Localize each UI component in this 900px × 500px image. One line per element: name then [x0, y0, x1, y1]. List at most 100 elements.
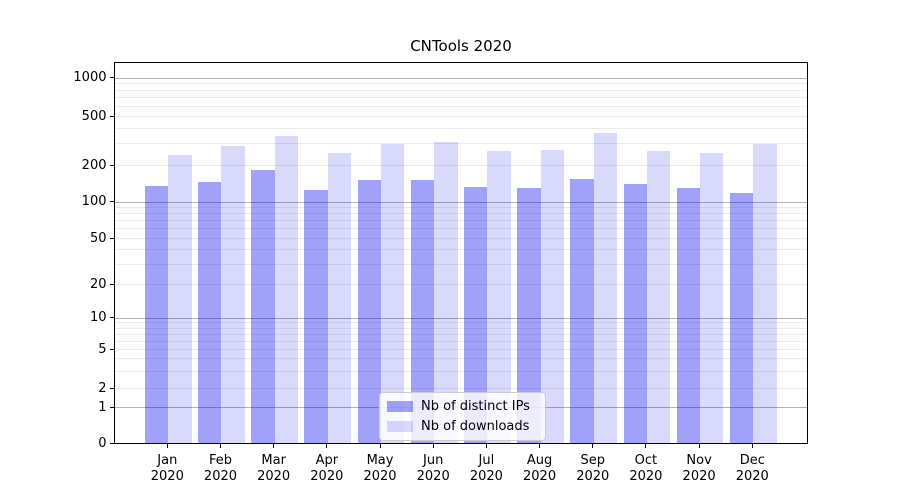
bar-distinct-ips — [623, 184, 647, 444]
bar-distinct-ips — [304, 189, 328, 444]
x-tick — [326, 444, 328, 448]
bar-downloads — [381, 143, 405, 444]
bar-distinct-ips — [144, 185, 169, 444]
plot-area: Nb of distinct IPs Nb of downloads — [114, 62, 808, 444]
minor-gridline — [115, 127, 807, 129]
y-tick-label: 1000 — [73, 70, 107, 85]
minor-gridline — [115, 358, 807, 360]
y-tick — [109, 443, 114, 445]
minor-gridline — [115, 238, 807, 239]
bar-distinct-ips — [463, 187, 488, 444]
y-tick — [109, 201, 114, 202]
minor-gridline — [115, 263, 807, 265]
legend-swatch — [387, 421, 413, 432]
x-tick-label: Aug 2020 — [523, 453, 557, 484]
bar-distinct-ips — [517, 188, 541, 444]
minor-gridline — [115, 284, 807, 285]
y-tick-label: 10 — [89, 310, 107, 325]
legend-item: Nb of distinct IPs — [387, 399, 537, 414]
legend: Nb of distinct IPs Nb of downloads — [379, 392, 546, 441]
minor-gridline — [115, 89, 807, 91]
x-tick — [698, 444, 700, 448]
minor-gridline — [115, 322, 807, 324]
x-tick — [273, 444, 275, 448]
bar-distinct-ips — [198, 182, 222, 444]
bar-downloads — [540, 149, 564, 444]
legend-swatch — [387, 401, 413, 412]
minor-gridline — [115, 340, 807, 342]
legend-label: Nb of downloads — [421, 419, 530, 434]
bar-downloads — [646, 151, 671, 444]
y-tick — [109, 348, 114, 350]
y-tick — [109, 406, 114, 408]
bar-downloads — [221, 145, 245, 444]
y-tick-label: 1 — [98, 399, 107, 415]
x-tick-label: Oct 2020 — [629, 453, 663, 484]
x-tick — [485, 444, 487, 448]
major-gridline — [115, 201, 807, 203]
minor-gridline — [115, 349, 807, 350]
y-tick — [109, 77, 114, 78]
minor-gridline — [115, 228, 807, 230]
bar-distinct-ips — [570, 179, 594, 444]
bar-downloads — [434, 141, 458, 444]
bar-distinct-ips — [357, 180, 381, 444]
bar-downloads — [327, 153, 352, 444]
minor-gridline — [115, 249, 807, 251]
y-tick — [109, 115, 114, 117]
x-tick — [751, 444, 753, 448]
bar-distinct-ips — [676, 187, 701, 444]
bar-downloads — [487, 150, 511, 444]
minor-gridline — [115, 165, 807, 166]
y-tick — [109, 164, 114, 166]
minor-gridline — [115, 105, 807, 107]
x-tick — [645, 444, 647, 448]
x-tick-label: Jan 2020 — [150, 453, 184, 484]
y-tick — [109, 387, 114, 389]
minor-gridline — [115, 327, 807, 329]
minor-gridline — [115, 116, 807, 117]
x-tick — [379, 444, 381, 448]
x-tick-label: Dec 2020 — [735, 453, 769, 484]
y-tick-label: 50 — [89, 230, 107, 246]
minor-gridline — [115, 213, 807, 215]
minor-gridline — [115, 207, 807, 209]
minor-gridline — [115, 143, 807, 145]
x-tick — [539, 444, 541, 448]
y-tick-label: 5 — [98, 341, 107, 357]
x-tick — [166, 444, 168, 448]
x-tick — [219, 444, 221, 448]
bar-distinct-ips — [251, 170, 275, 444]
y-tick-label: 200 — [81, 157, 107, 173]
bar-downloads — [700, 153, 724, 444]
bar-downloads — [274, 135, 299, 444]
minor-gridline — [115, 388, 807, 389]
legend-label: Nb of distinct IPs — [421, 399, 530, 414]
x-tick-label: Jul 2020 — [469, 453, 503, 484]
major-gridline — [115, 317, 807, 319]
major-gridline — [115, 77, 807, 79]
bar-downloads — [168, 154, 192, 444]
y-tick-label: 100 — [81, 194, 107, 209]
chart-title: CNTools 2020 — [410, 37, 512, 55]
x-tick-label: Nov 2020 — [682, 453, 716, 484]
minor-gridline — [115, 333, 807, 335]
x-tick-label: Feb 2020 — [203, 453, 238, 484]
x-tick-label: Mar 2020 — [257, 453, 291, 484]
y-tick-label: 2 — [98, 380, 107, 396]
minor-gridline — [115, 370, 807, 372]
minor-gridline — [115, 83, 807, 85]
bar-downloads — [593, 132, 618, 444]
bar-downloads — [753, 144, 777, 444]
y-tick-label: 0 — [98, 436, 107, 452]
bar-distinct-ips — [410, 180, 435, 444]
y-tick — [109, 283, 114, 285]
y-tick — [109, 237, 114, 239]
y-tick-label: 20 — [89, 276, 107, 292]
x-tick-label: Apr 2020 — [310, 453, 344, 484]
minor-gridline — [115, 220, 807, 222]
x-tick-label: Jun 2020 — [416, 453, 450, 484]
minor-gridline — [115, 97, 807, 99]
x-tick-label: Sep 2020 — [576, 453, 610, 484]
